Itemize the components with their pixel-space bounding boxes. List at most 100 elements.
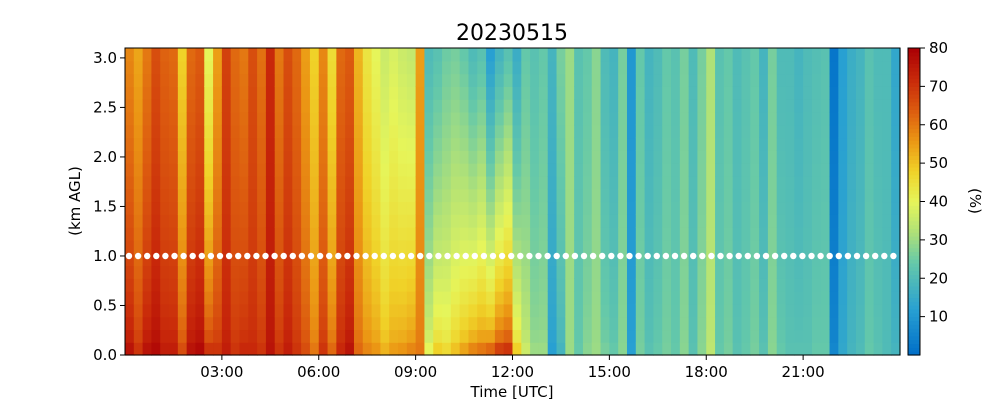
heatmap-cell: [442, 265, 452, 279]
heatmap-cell: [671, 48, 681, 62]
heatmap-cell: [336, 73, 346, 87]
heatmap-cell: [274, 124, 285, 139]
heatmap-cell: [442, 329, 452, 343]
heatmap-cell: [221, 291, 232, 305]
heatmap-cell: [503, 342, 514, 356]
heatmap-cell: [433, 86, 443, 100]
heatmap-cell: [406, 48, 417, 62]
heatmap-cell: [459, 175, 470, 190]
heatmap-cell: [283, 239, 293, 254]
heatmap-cell: [512, 291, 522, 305]
heatmap-cell: [697, 99, 707, 113]
heatmap-cell: [389, 73, 399, 87]
heatmap-cell: [274, 60, 285, 75]
heatmap-cell: [538, 188, 549, 203]
heatmap-cell: [442, 163, 452, 177]
heatmap-cell: [565, 291, 575, 305]
heatmap-cell: [891, 163, 901, 177]
heatmap-cell: [442, 239, 452, 254]
heatmap-cell: [547, 214, 558, 228]
colorbar-segment: [908, 305, 920, 310]
heatmap-cell: [133, 239, 144, 254]
heatmap-cell: [142, 239, 153, 254]
heatmap-cell: [151, 124, 161, 139]
heatmap-cell: [133, 278, 144, 292]
heatmap-cell: [362, 214, 373, 228]
heatmap-cell: [265, 303, 276, 318]
heatmap-cell: [221, 329, 232, 343]
reference-marker: [708, 252, 715, 260]
heatmap-cell: [609, 60, 619, 75]
heatmap-cell: [582, 73, 593, 87]
heatmap-cell: [450, 99, 461, 113]
heatmap-cell: [398, 342, 408, 356]
heatmap-cell: [811, 86, 822, 100]
heatmap-cell: [538, 111, 549, 126]
heatmap-cell: [723, 86, 734, 100]
heatmap-cell: [723, 239, 734, 254]
heatmap-cell: [829, 175, 839, 190]
heatmap-cell: [309, 227, 320, 241]
heatmap-cell: [847, 137, 857, 151]
heatmap-cell: [644, 73, 655, 87]
heatmap-cell: [398, 201, 408, 215]
heatmap-cell: [891, 201, 901, 215]
colorbar-segment: [908, 151, 920, 157]
heatmap-cell: [459, 73, 470, 87]
heatmap-cell: [503, 265, 514, 279]
heatmap-cell: [442, 342, 452, 356]
heatmap-cell: [706, 150, 716, 164]
heatmap-cell: [169, 303, 179, 318]
heatmap-cell: [442, 48, 452, 62]
heatmap-cell: [415, 227, 426, 241]
reference-marker: [216, 252, 224, 260]
heatmap-cell: [662, 175, 672, 190]
heatmap-cell: [521, 303, 531, 318]
heatmap-cell: [626, 86, 637, 100]
heatmap-cell: [160, 265, 170, 279]
heatmap-cell: [221, 150, 232, 164]
heatmap-cell: [309, 188, 320, 203]
heatmap-cell: [565, 265, 575, 279]
heatmap-cell: [133, 316, 144, 331]
heatmap-cell: [433, 291, 443, 305]
heatmap-cell: [635, 163, 646, 177]
reference-marker: [289, 252, 296, 260]
heatmap-cell: [855, 48, 866, 62]
heatmap-cell: [353, 265, 364, 279]
heatmap-cell: [838, 214, 848, 228]
heatmap-cell: [732, 265, 743, 279]
heatmap-cell: [468, 124, 478, 139]
heatmap-cell: [486, 239, 496, 254]
heatmap-cell: [732, 342, 743, 356]
heatmap-cell: [221, 278, 232, 292]
heatmap-cell: [274, 342, 285, 356]
heatmap-cell: [160, 60, 170, 75]
heatmap-cell: [274, 227, 285, 241]
heatmap-cell: [353, 278, 364, 292]
heatmap-cell: [891, 73, 901, 87]
heatmap-cell: [257, 303, 267, 318]
heatmap-cell: [794, 86, 804, 100]
heatmap-cell: [494, 252, 505, 267]
heatmap-cell: [169, 188, 179, 203]
heatmap-cell: [477, 227, 487, 241]
reference-marker: [699, 252, 706, 260]
heatmap-cell: [873, 278, 883, 292]
heatmap-cell: [706, 227, 716, 241]
heatmap-cell: [688, 111, 699, 126]
heatmap-cell: [811, 111, 822, 126]
heatmap-cell: [221, 99, 232, 113]
heatmap-cell: [679, 111, 690, 126]
heatmap-cell: [609, 73, 619, 87]
heatmap-cell: [301, 239, 311, 254]
heatmap-cell: [759, 48, 769, 62]
reference-marker: [462, 252, 469, 260]
heatmap-cell: [582, 278, 593, 292]
heatmap-cell: [582, 60, 593, 75]
heatmap-cell: [257, 124, 267, 139]
heatmap-cell: [565, 214, 575, 228]
heatmap-cell: [618, 214, 628, 228]
heatmap-cell: [767, 60, 778, 75]
heatmap-cell: [406, 188, 417, 203]
